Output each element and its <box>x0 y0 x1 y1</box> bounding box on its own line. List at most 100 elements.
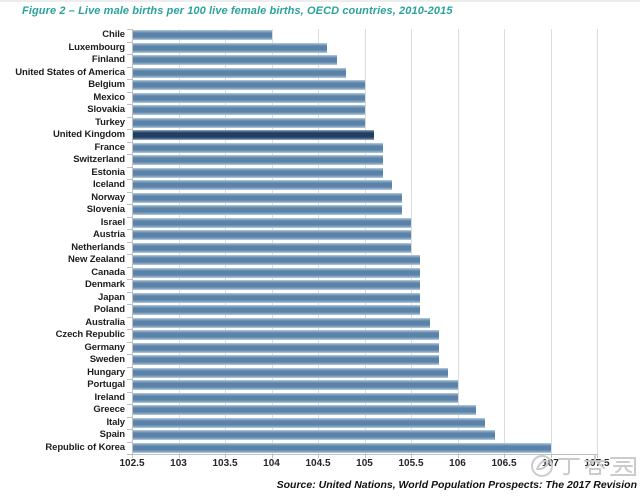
country-label: Israel <box>100 216 125 228</box>
x-axis-tick <box>271 454 273 458</box>
bar-ireland <box>133 392 458 403</box>
gridline <box>271 29 273 454</box>
gridline <box>411 29 412 454</box>
x-tick-label: 107 <box>542 458 559 469</box>
bar-republic-of-korea <box>133 442 551 453</box>
country-label: Estonia <box>91 166 125 178</box>
bar-new-zealand <box>133 255 421 266</box>
x-axis-tick <box>550 454 552 458</box>
bar-italy <box>133 417 486 428</box>
y-axis-tick <box>127 179 132 180</box>
y-axis-tick <box>127 54 132 55</box>
bar-japan <box>133 292 421 303</box>
country-label: Luxembourg <box>68 41 125 53</box>
y-axis-tick <box>127 429 132 430</box>
x-axis-tick <box>132 454 133 458</box>
y-axis-tick <box>127 416 132 418</box>
bar-turkey <box>133 117 365 128</box>
y-axis-tick <box>127 166 132 168</box>
gridline <box>550 29 552 454</box>
gridline <box>504 29 505 454</box>
country-label: Finland <box>91 54 125 65</box>
y-axis-tick <box>127 79 132 80</box>
bar-canada <box>133 267 421 278</box>
bar-mexico <box>133 92 365 103</box>
bar-switzerland <box>133 155 384 166</box>
x-tick-label: 106.5 <box>491 458 517 469</box>
country-label: Republic of Korea <box>45 441 125 453</box>
chart-title: Figure 2 – Live male births per 100 live… <box>22 5 453 17</box>
y-axis-tick <box>127 441 132 443</box>
x-axis-line <box>132 454 597 455</box>
country-label: Sweden <box>89 354 125 365</box>
country-label: Australia <box>85 316 125 328</box>
y-axis-tick <box>127 354 132 355</box>
bar-australia <box>133 317 430 328</box>
bar-austria <box>133 230 411 241</box>
y-axis-tick <box>127 141 132 143</box>
bar-finland <box>133 55 337 66</box>
y-axis-tick <box>127 241 132 243</box>
country-label: Slovakia <box>87 104 125 115</box>
country-label: Ireland <box>94 391 126 403</box>
country-label: United States of America <box>15 66 125 78</box>
bar-france <box>133 142 384 153</box>
country-label: France <box>94 141 125 153</box>
y-axis-tick <box>127 291 132 293</box>
y-axis-tick <box>127 404 132 405</box>
y-axis-tick <box>127 391 132 393</box>
country-label: Italy <box>106 416 125 428</box>
y-axis-tick <box>127 329 132 330</box>
country-label: United Kingdom <box>53 129 125 140</box>
x-axis-tick <box>597 454 598 458</box>
country-label: Turkey <box>95 116 125 128</box>
x-axis-tick <box>504 454 505 458</box>
x-tick-label: 103.5 <box>212 458 238 469</box>
bar-slovakia <box>133 105 365 116</box>
country-label: Hungary <box>87 366 125 378</box>
y-axis-tick <box>127 279 132 280</box>
y-axis-tick <box>127 216 132 218</box>
y-axis-tick <box>127 266 132 268</box>
dxy-watermark-logo <box>531 455 636 477</box>
source-citation: Source: United Nations, World Population… <box>276 479 637 491</box>
bar-denmark <box>133 280 421 291</box>
bar-luxembourg <box>133 42 328 53</box>
country-label: Chile <box>102 29 125 40</box>
country-label: Netherlands <box>71 241 125 253</box>
y-axis-tick <box>127 41 132 43</box>
bar-united-kingdom <box>133 130 374 141</box>
x-tick-label: 102.5 <box>119 458 145 469</box>
gridline <box>597 29 598 454</box>
x-tick-label: 107.5 <box>584 458 610 469</box>
country-label: Japan <box>98 291 125 303</box>
x-axis-tick <box>225 454 226 458</box>
y-axis-tick <box>127 91 132 93</box>
y-axis-tick <box>127 154 132 155</box>
country-label: Spain <box>99 429 125 440</box>
y-axis-tick <box>127 104 132 105</box>
bar-portugal <box>133 380 458 391</box>
y-axis-tick <box>127 454 132 455</box>
x-tick-label: 105 <box>356 458 373 469</box>
gridline <box>457 29 459 454</box>
bar-sweden <box>133 355 439 366</box>
bar-slovenia <box>133 205 402 216</box>
gridline <box>178 29 180 454</box>
bar-chile <box>133 30 272 41</box>
bar-hungary <box>133 367 449 378</box>
country-label: Germany <box>84 341 126 353</box>
x-axis-tick <box>364 454 366 458</box>
gridline <box>225 29 226 454</box>
bar-germany <box>133 342 439 353</box>
x-tick-label: 103 <box>170 458 187 469</box>
y-axis-tick <box>127 304 132 305</box>
bar-norway <box>133 192 402 203</box>
country-label: Switzerland <box>73 154 125 165</box>
gridline <box>364 29 366 454</box>
country-label: Portugal <box>87 379 125 390</box>
country-label: New Zealand <box>68 254 125 265</box>
y-axis-tick <box>127 341 132 343</box>
y-axis-tick <box>127 204 132 205</box>
country-label: Greece <box>93 404 125 415</box>
